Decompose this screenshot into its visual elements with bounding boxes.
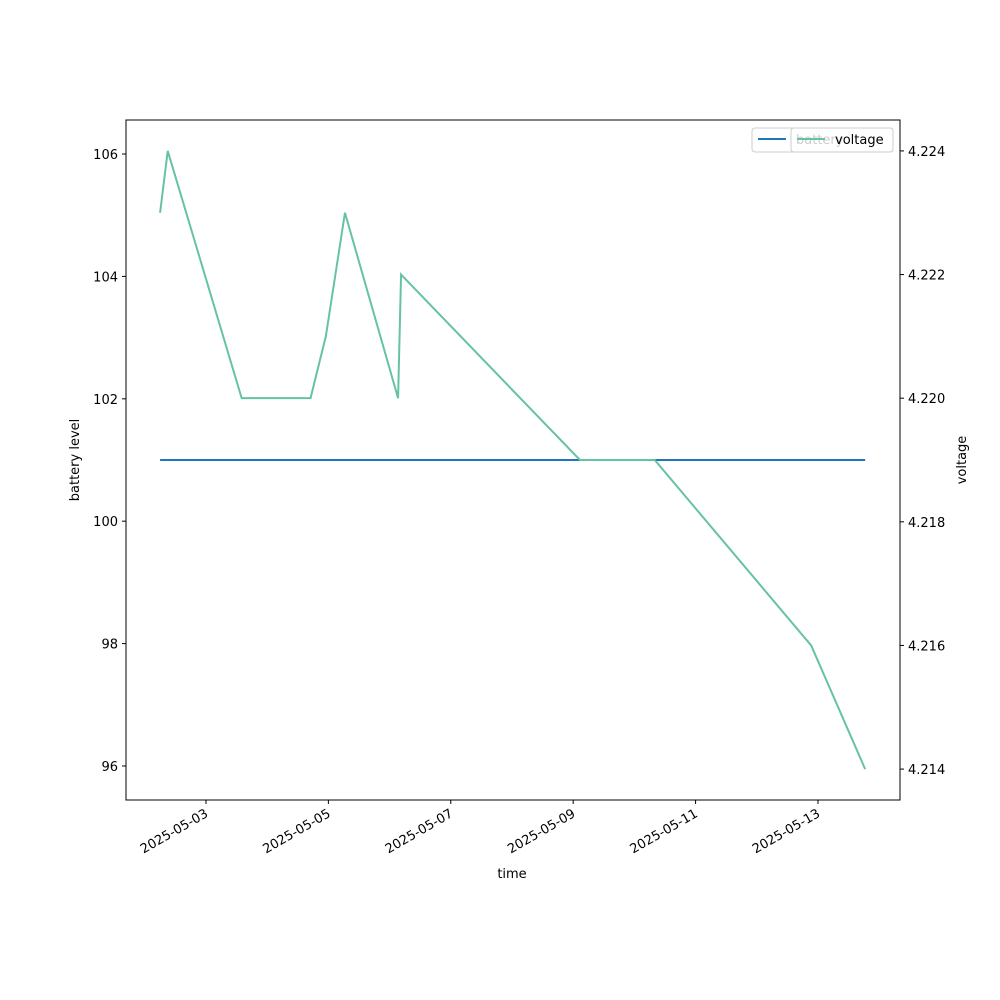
y-tick-label: 106 — [93, 148, 118, 163]
y-tick-label: 98 — [101, 638, 118, 653]
y-axis-label: battery level — [68, 419, 83, 502]
y2-tick-label: 4.216 — [908, 639, 945, 654]
y-tick-label: 96 — [101, 760, 118, 775]
y2-tick-label: 4.214 — [908, 763, 945, 778]
legend-label: voltage — [835, 133, 884, 148]
y2-tick-label: 4.222 — [908, 269, 945, 284]
y2-tick-label: 4.218 — [908, 516, 945, 531]
series-line — [159, 150, 867, 770]
legend-box — [790, 127, 894, 153]
y2-tick-label: 4.220 — [908, 392, 945, 407]
x-axis-label: time — [497, 867, 526, 882]
y-tick-label: 102 — [93, 393, 118, 408]
y2-tick-label: 4.224 — [908, 145, 945, 160]
y-tick-label: 100 — [93, 515, 118, 530]
y2-axis-label: voltage — [955, 436, 970, 485]
plot-frame — [125, 119, 901, 801]
y-tick-label: 104 — [93, 270, 118, 285]
